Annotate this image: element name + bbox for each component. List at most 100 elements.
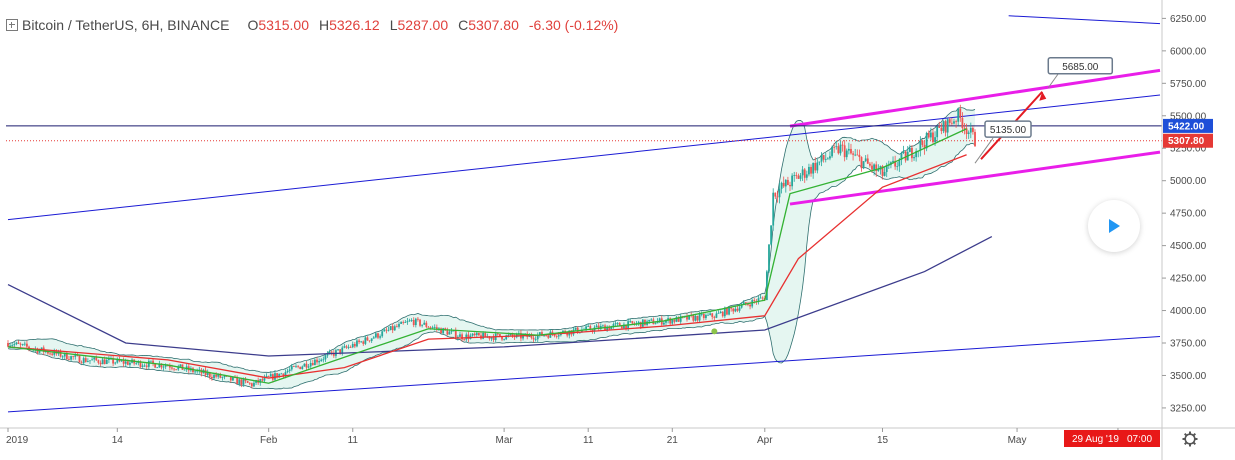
candle-body xyxy=(793,175,796,176)
candle-body xyxy=(644,319,646,325)
candle-body xyxy=(961,118,964,129)
candle-body xyxy=(837,146,840,154)
candle-body xyxy=(99,362,102,365)
price-tick-label: 3250.00 xyxy=(1170,403,1207,414)
price-tick-label: 3750.00 xyxy=(1170,339,1207,350)
candle-body xyxy=(347,346,350,348)
candle-body xyxy=(698,314,701,321)
candle-body xyxy=(772,192,775,226)
candle-body xyxy=(881,166,884,176)
gear-icon[interactable] xyxy=(1182,431,1198,447)
time-tick-label: 14 xyxy=(112,435,124,446)
collapse-icon[interactable] xyxy=(6,19,18,31)
candle-body xyxy=(196,370,199,372)
candle-body xyxy=(250,383,253,387)
candle-body xyxy=(711,313,714,317)
candle-body xyxy=(330,351,333,353)
candle-body xyxy=(885,165,888,173)
candle-body xyxy=(608,326,611,330)
candle-body xyxy=(950,122,953,124)
candle-body xyxy=(454,330,457,338)
candle-body xyxy=(875,164,878,171)
play-icon[interactable] xyxy=(1088,200,1140,252)
candle-body xyxy=(11,345,14,346)
candle-body xyxy=(810,166,812,174)
candle-body xyxy=(835,146,838,148)
candle-body xyxy=(503,339,506,341)
candle-body xyxy=(553,334,556,337)
time-tick-label: Apr xyxy=(757,435,773,446)
candle-body xyxy=(72,356,75,357)
candle-body xyxy=(160,363,163,368)
candle-body xyxy=(253,382,255,387)
candle-body xyxy=(240,379,243,385)
candle-body xyxy=(265,376,268,378)
candle-body xyxy=(63,352,66,357)
candle-body xyxy=(650,319,653,321)
candle-body xyxy=(393,326,396,331)
candle-body xyxy=(860,157,863,169)
candle-body xyxy=(97,360,100,363)
candle-body xyxy=(194,371,196,373)
candle-body xyxy=(74,355,77,357)
candle-body xyxy=(278,373,281,378)
support-price-label-box xyxy=(984,120,1032,138)
candle-body xyxy=(841,144,844,146)
candle-body xyxy=(463,339,466,341)
candle-body xyxy=(435,327,438,329)
candle-body xyxy=(456,336,459,338)
candle-body xyxy=(429,327,432,329)
candle-body xyxy=(389,326,392,330)
candle-body xyxy=(246,381,249,383)
legend-close-label: C xyxy=(458,17,469,33)
candle-body xyxy=(211,376,213,379)
candle-body xyxy=(412,319,415,326)
candle-body xyxy=(465,334,468,340)
candle-body xyxy=(587,326,590,327)
candle-body xyxy=(320,359,323,361)
candle-body xyxy=(801,169,804,176)
candle-body xyxy=(541,332,543,336)
legend: Bitcoin / TetherUS, 6H, BINANCE O5315.00 H… xyxy=(22,17,618,33)
candle-body xyxy=(713,316,716,318)
candle-body xyxy=(747,304,749,306)
candle-body xyxy=(370,338,373,341)
price-tick-label: 5250.00 xyxy=(1170,144,1207,155)
bollinger-bands xyxy=(7,107,976,390)
candle-body xyxy=(730,307,733,309)
candle-body xyxy=(715,313,718,318)
candle-body xyxy=(179,364,182,367)
candle-body xyxy=(923,144,926,149)
candle-body xyxy=(116,359,119,363)
candle-body xyxy=(173,368,175,370)
candle-body xyxy=(761,297,764,299)
candle-body xyxy=(719,311,722,313)
candle-body xyxy=(490,336,493,339)
candle-body xyxy=(595,325,598,328)
candle-body xyxy=(139,361,142,367)
candle-body xyxy=(759,297,762,299)
candle-body xyxy=(791,175,794,187)
candle-body xyxy=(742,302,745,305)
candle-body xyxy=(47,351,49,354)
candle-body xyxy=(818,161,821,163)
candle-body xyxy=(702,314,705,319)
candle-body xyxy=(345,346,348,348)
candle-body xyxy=(147,360,150,367)
candle-body xyxy=(898,159,901,167)
candle-body xyxy=(297,366,300,368)
candle-body xyxy=(904,151,907,161)
candle-body xyxy=(732,308,735,312)
candle-body xyxy=(391,326,394,331)
candle-body xyxy=(471,333,474,336)
candle-body xyxy=(902,151,905,153)
candle-body xyxy=(864,158,867,162)
candle-body xyxy=(499,334,501,337)
candle-body xyxy=(728,307,730,315)
candle-body xyxy=(694,315,697,321)
candle-body xyxy=(145,365,148,367)
price-tick-label: 5500.00 xyxy=(1170,111,1207,122)
candle-body xyxy=(677,317,680,322)
candle-body xyxy=(259,379,262,383)
